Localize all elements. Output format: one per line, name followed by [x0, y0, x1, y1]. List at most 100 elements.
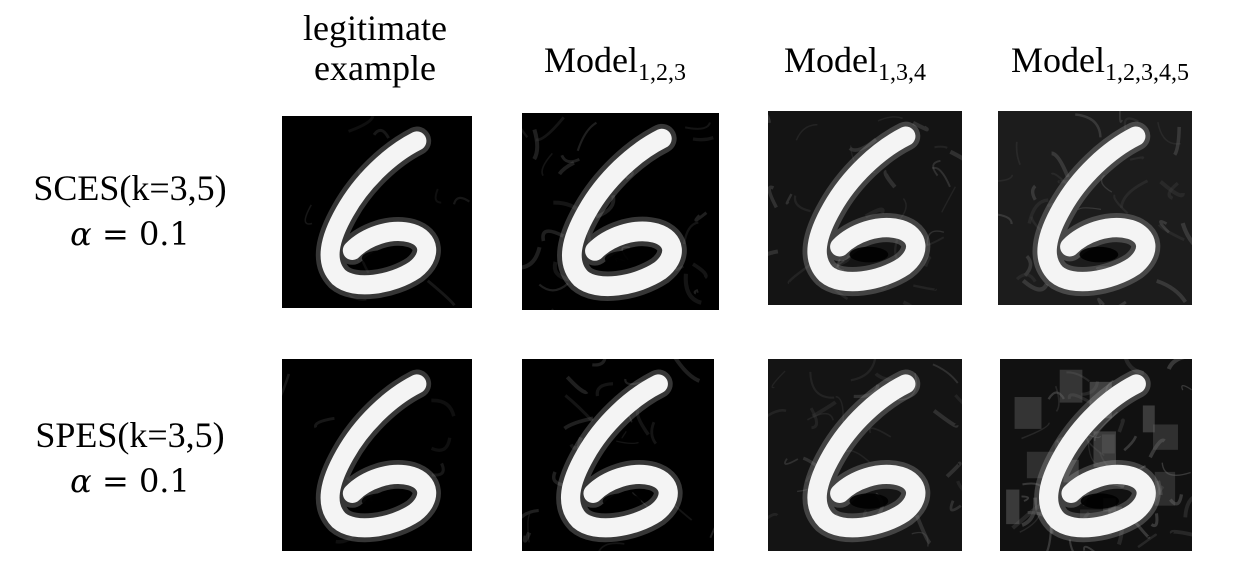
noise-stroke: [956, 480, 962, 491]
noise-stroke: [1173, 126, 1181, 156]
noise-stroke: [650, 421, 657, 445]
noise-stroke: [836, 258, 845, 272]
noise-stroke: [1094, 411, 1119, 441]
noise-stroke: [934, 145, 948, 149]
noise-stroke: [1021, 278, 1049, 292]
noise-stroke: [1030, 184, 1037, 201]
noise-stroke: [595, 382, 614, 397]
noise-stroke: [693, 289, 699, 295]
noise-stroke: [768, 185, 778, 209]
header-model-subscript: 1,3,4: [878, 60, 926, 86]
noise-stroke: [877, 116, 903, 122]
digit-loop-hole: [1079, 246, 1119, 263]
noise-stroke: [1015, 141, 1021, 166]
noise-stroke: [541, 152, 553, 177]
column-header-model-134: Model1,3,4: [745, 40, 965, 85]
noise-stroke: [1181, 384, 1192, 391]
digit-loop-hole: [361, 493, 400, 509]
digit-six-graphic: [522, 359, 714, 551]
noise-stroke: [1167, 181, 1179, 200]
noise-stroke: [692, 262, 708, 280]
noise-stroke: [771, 370, 786, 389]
noise-stroke: [915, 514, 932, 545]
noise-stroke: [434, 188, 442, 204]
noise-stroke: [768, 114, 771, 124]
digit-image-sces-model-123: [522, 113, 719, 310]
column-header-legitimate-example: legitimate example: [270, 8, 480, 88]
digit-image-spes-model-134: [768, 359, 962, 551]
noise-stroke: [372, 128, 390, 139]
noise-stroke: [709, 527, 714, 539]
noise-stroke: [522, 246, 542, 270]
noise-stroke: [949, 149, 962, 161]
noise-stroke: [598, 542, 625, 551]
row-method: SCES(k=3,5): [33, 168, 227, 208]
header-model-base: Model: [544, 40, 638, 80]
noise-stroke: [932, 409, 959, 428]
digit-six-graphic: [522, 113, 719, 310]
noise-stroke: [1066, 371, 1090, 383]
noise-stroke: [1156, 279, 1188, 303]
noise-stroke: [1015, 273, 1037, 283]
noise-stroke: [954, 394, 962, 405]
noise-patch: [1006, 489, 1020, 525]
noise-stroke: [541, 229, 565, 242]
digit-six-graphic: [768, 111, 962, 305]
noise-stroke: [1129, 156, 1145, 161]
noise-stroke: [1019, 509, 1042, 533]
noise-stroke: [1027, 198, 1049, 224]
digit-loop-hole: [849, 246, 889, 263]
noise-stroke: [1137, 533, 1157, 549]
noise-stroke: [806, 412, 834, 421]
noise-stroke: [1119, 179, 1149, 208]
noise-stroke: [563, 416, 594, 431]
noise-stroke: [868, 427, 892, 438]
noise-stroke: [768, 409, 787, 417]
row-alpha: α = 0.1: [0, 211, 260, 257]
noise-patch: [1101, 434, 1115, 454]
digit-image-spes-model-123: [522, 359, 714, 551]
noise-stroke: [1021, 495, 1030, 502]
header-model-base: Model: [784, 40, 878, 80]
noise-stroke: [576, 121, 598, 152]
noise-stroke: [949, 500, 962, 512]
noise-stroke: [902, 300, 913, 305]
noise-stroke: [1169, 529, 1192, 537]
noise-stroke: [1023, 254, 1033, 277]
noise-stroke: [314, 416, 335, 429]
noise-stroke: [1150, 513, 1159, 528]
noise-stroke: [1113, 194, 1129, 215]
noise-stroke: [1124, 359, 1145, 375]
noise-stroke: [1054, 385, 1060, 412]
noise-stroke: [426, 279, 456, 307]
header-line-2: example: [314, 48, 436, 88]
noise-stroke: [941, 186, 957, 213]
header-model-subscript: 1,2,3: [638, 60, 686, 86]
noise-stroke: [1051, 151, 1070, 178]
noise-stroke: [692, 136, 714, 142]
noise-stroke: [1180, 222, 1192, 246]
noise-stroke: [694, 211, 708, 222]
noise-stroke: [768, 512, 779, 520]
noise-stroke: [835, 395, 844, 423]
noise-stroke: [809, 371, 835, 399]
noise-patch: [1153, 424, 1178, 450]
noise-stroke: [527, 513, 531, 543]
noise-stroke: [535, 116, 565, 142]
digit-stroke: [562, 128, 682, 297]
noise-stroke: [684, 122, 711, 130]
row-label-sces: SCES(k=3,5) α = 0.1: [0, 165, 260, 257]
noise-patch: [1059, 369, 1083, 403]
noise-stroke: [845, 449, 870, 463]
noise-stroke: [431, 398, 456, 417]
digit-six-graphic: [998, 111, 1192, 305]
digit-six-graphic: [768, 359, 962, 551]
digit-image-spes-legitimate: [282, 359, 472, 551]
noise-stroke: [431, 462, 445, 477]
noise-stroke: [1148, 438, 1166, 459]
noise-stroke: [1157, 223, 1185, 242]
alpha-value: = 0.1: [91, 462, 190, 500]
noise-stroke: [1097, 297, 1105, 305]
noise-stroke: [452, 196, 470, 205]
noise-stroke: [931, 166, 951, 188]
